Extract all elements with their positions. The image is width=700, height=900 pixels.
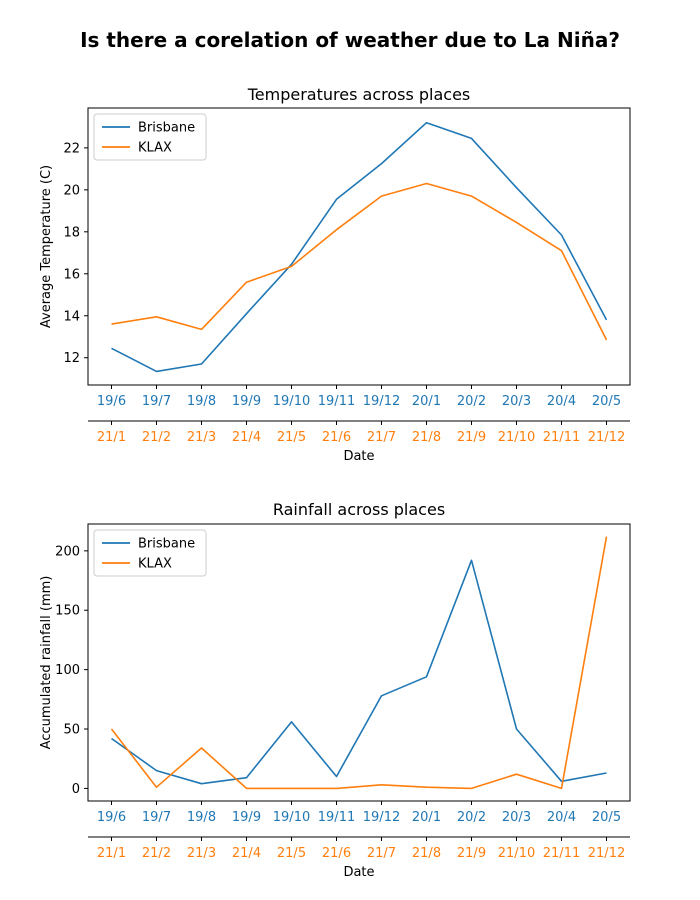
x-tick-label-secondary: 21/3 (187, 846, 216, 861)
x-tick-label-primary: 19/8 (187, 810, 216, 825)
x-tick-label-primary: 19/7 (142, 810, 171, 825)
y-tick-label: 0 (72, 782, 80, 797)
y-tick-label: 100 (55, 663, 80, 678)
chart-title: Temperatures across places (247, 85, 471, 104)
x-tick-label-primary: 20/2 (457, 394, 486, 409)
x-tick-label-primary: 19/7 (142, 394, 171, 409)
x-tick-label-primary: 19/11 (318, 394, 355, 409)
x-tick-label-primary: 20/5 (592, 810, 621, 825)
x-tick-label-secondary: 21/1 (97, 846, 126, 861)
series-line-klax (111, 182, 608, 341)
x-tick-label-primary: 19/6 (97, 394, 126, 409)
x-tick-label-primary: 19/10 (273, 810, 310, 825)
x-tick-label-primary: 20/1 (412, 810, 441, 825)
x-tick-label-primary: 20/4 (547, 810, 576, 825)
x-tick-label-primary: 19/9 (232, 810, 261, 825)
x-tick-label-primary: 19/10 (273, 394, 310, 409)
x-tick-label-secondary: 21/3 (187, 430, 216, 445)
x-tick-label-primary: 20/3 (502, 810, 531, 825)
y-axis-label: Average Temperature (C) (39, 165, 54, 328)
x-tick-label-secondary: 21/5 (277, 846, 306, 861)
y-axis-label: Accumulated rainfall (mm) (39, 576, 54, 750)
y-tick-label: 12 (63, 351, 80, 366)
x-tick-label-secondary: 21/4 (232, 846, 261, 861)
plot-frame (87, 107, 631, 386)
legend-label: Brisbane (138, 121, 195, 136)
x-tick-label-secondary: 21/8 (412, 846, 441, 861)
x-tick-label-secondary: 21/6 (322, 846, 351, 861)
x-tick-label-secondary: 21/2 (142, 846, 171, 861)
legend-box (93, 113, 207, 161)
figure-title: Is there a corelation of weather due to … (80, 28, 620, 52)
series-line-klax (110, 536, 608, 790)
y-tick-label: 14 (63, 309, 80, 324)
y-tick-label: 150 (55, 604, 80, 619)
x-tick-label-secondary: 21/12 (588, 846, 625, 861)
x-tick-label-primary: 20/4 (547, 394, 576, 409)
series-line-brisbane (111, 121, 608, 373)
series-line-brisbane (111, 559, 607, 785)
temperature-chart: Temperatures across places 12 14 16 18 20 22 Av… (39, 85, 631, 464)
x-tick-label-primary: 19/8 (187, 394, 216, 409)
x-axis-label: Date (343, 449, 374, 464)
y-tick-label: 50 (63, 723, 80, 738)
x-tick-label-secondary: 21/10 (498, 430, 535, 445)
x-tick-label-secondary: 21/12 (588, 430, 625, 445)
y-tick-label: 16 (63, 267, 80, 282)
x-tick-label-primary: 20/5 (592, 394, 621, 409)
x-tick-label-secondary: 21/4 (232, 430, 261, 445)
x-tick-label-secondary: 21/9 (457, 430, 486, 445)
x-tick-label-primary: 20/1 (412, 394, 441, 409)
x-tick-label-primary: 20/3 (502, 394, 531, 409)
y-tick-label: 18 (63, 225, 80, 240)
y-tick-label: 20 (63, 183, 80, 198)
legend-box (93, 529, 207, 577)
y-tick-label: 200 (55, 544, 80, 559)
x-tick-label-secondary: 21/11 (543, 430, 580, 445)
plot-frame (87, 523, 631, 802)
x-tick-label-secondary: 21/5 (277, 430, 306, 445)
chart-title: Rainfall across places (273, 500, 445, 519)
x-tick-label-secondary: 21/1 (97, 430, 126, 445)
x-tick-label-primary: 19/6 (97, 810, 126, 825)
x-tick-label-primary: 19/12 (363, 810, 400, 825)
x-tick-label-secondary: 21/7 (367, 430, 396, 445)
x-tick-label-secondary: 21/10 (498, 846, 535, 861)
x-axis-label: Date (343, 865, 374, 880)
legend-label: KLAX (138, 141, 172, 156)
x-tick-label-secondary: 21/9 (457, 846, 486, 861)
x-tick-label-secondary: 21/2 (142, 430, 171, 445)
x-tick-label-secondary: 21/6 (322, 430, 351, 445)
legend-label: Brisbane (138, 537, 195, 552)
x-tick-label-primary: 19/12 (363, 394, 400, 409)
x-tick-label-primary: 19/9 (232, 394, 261, 409)
x-tick-label-secondary: 21/7 (367, 846, 396, 861)
rainfall-chart: Rainfall across places 0 50 100 150 200 Accumu… (39, 500, 631, 880)
x-tick-label-primary: 19/11 (318, 810, 355, 825)
y-tick-label: 22 (63, 141, 80, 156)
x-tick-label-secondary: 21/11 (543, 846, 580, 861)
x-tick-label-secondary: 21/8 (412, 430, 441, 445)
legend-label: KLAX (138, 557, 172, 572)
x-tick-label-primary: 20/2 (457, 810, 486, 825)
